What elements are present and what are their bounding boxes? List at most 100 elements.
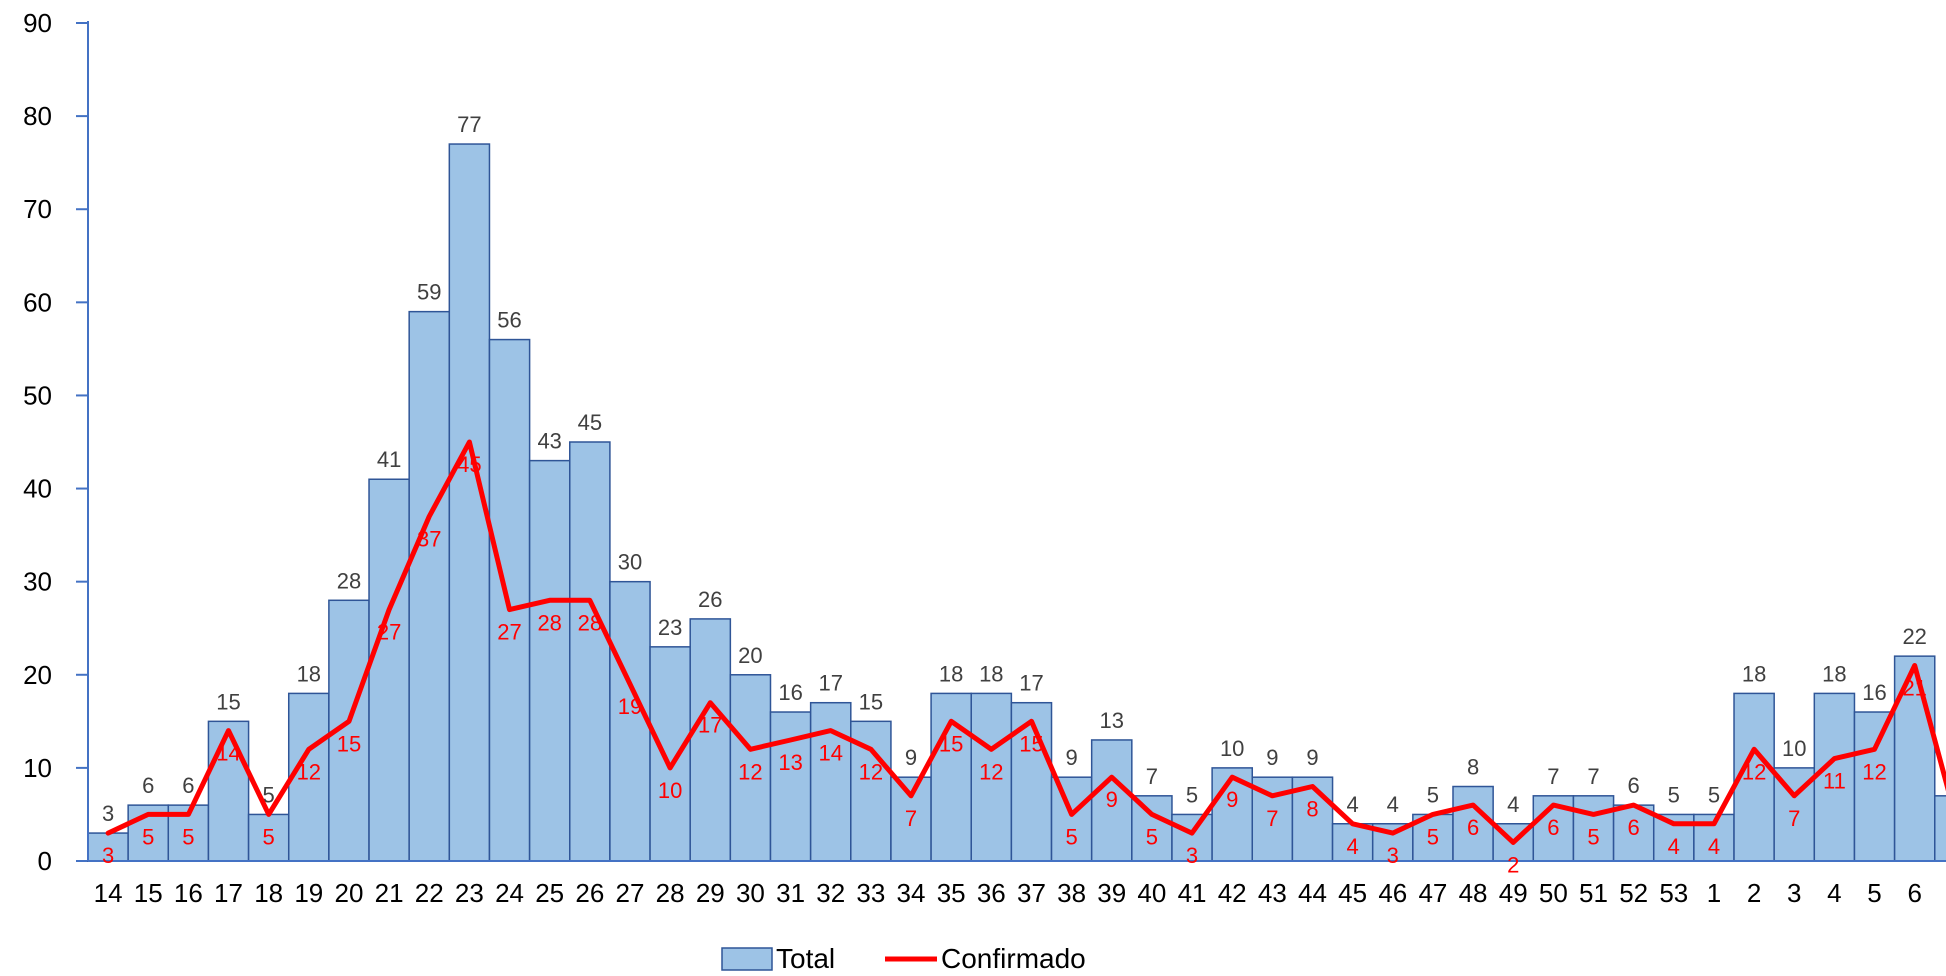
bar-total: [1572, 795, 1615, 862]
bar-total-value-label: 7: [1146, 764, 1158, 789]
bar-total-value-label: 7: [1547, 764, 1559, 789]
x-tick-label: 32: [816, 878, 845, 908]
confirmado-value-label: 3: [1186, 843, 1198, 868]
bar-total-value-label: 6: [142, 773, 154, 798]
bar-total-value-label: 9: [1065, 745, 1077, 770]
legend-total-label: Total: [776, 943, 835, 974]
x-tick-label: 29: [696, 878, 725, 908]
bar-total-value-label: 13: [1100, 708, 1124, 733]
x-tick-label: 34: [897, 878, 926, 908]
bar-total-value-label: 15: [216, 689, 240, 714]
x-tick-label: 15: [134, 878, 163, 908]
confirmado-value-label: 14: [216, 741, 240, 766]
confirmado-value-label: 12: [979, 759, 1003, 784]
bar-total: [1853, 711, 1896, 862]
confirmado-value-label: 45: [457, 452, 481, 477]
confirmado-value-label: 7: [1266, 806, 1278, 831]
x-tick-label: 20: [334, 878, 363, 908]
bar-total: [689, 618, 732, 862]
bar-total: [247, 813, 290, 862]
confirmado-value-label: 15: [1019, 731, 1043, 756]
bar-total-value-label: 9: [905, 745, 917, 770]
bar-total: [649, 646, 691, 862]
confirmado-value-label: 9: [1106, 787, 1118, 812]
legend-total-swatch: [721, 947, 773, 971]
legend-confirmado-label: Confirmado: [941, 943, 1086, 974]
x-tick-label: 2: [1747, 878, 1761, 908]
y-tick-label: 70: [23, 194, 52, 224]
y-tick-label: 90: [23, 8, 52, 38]
bar-total-value-label: 3: [102, 801, 114, 826]
bar-total-value-label: 10: [1782, 736, 1806, 761]
confirmado-value-label: 13: [778, 750, 802, 775]
x-tick-label: 14: [94, 878, 123, 908]
bar-total-value-label: 16: [778, 680, 802, 705]
x-tick-label: 48: [1459, 878, 1488, 908]
confirmado-value-label: 28: [578, 610, 602, 635]
confirmado-value-label: 5: [1587, 824, 1599, 849]
confirmado-value-label: 3: [102, 843, 114, 868]
bar-total-value-label: 6: [182, 773, 194, 798]
bar-total: [207, 720, 250, 862]
bar-total: [1934, 795, 1946, 862]
bar-total-value-label: 16: [1862, 680, 1886, 705]
bar-total: [809, 701, 852, 862]
x-tick-label: 37: [1017, 878, 1046, 908]
x-tick-label: 41: [1178, 878, 1207, 908]
bar-total-value-label: 17: [1019, 671, 1043, 696]
x-tick-label: 44: [1298, 878, 1327, 908]
bar-total-value-label: 5: [263, 782, 275, 807]
bar-total-value-label: 5: [1186, 782, 1198, 807]
x-tick-label: 4: [1827, 878, 1841, 908]
x-tick-label: 53: [1659, 878, 1688, 908]
bar-total-value-label: 10: [1220, 736, 1244, 761]
confirmado-value-label: 15: [939, 731, 963, 756]
bar-total: [528, 459, 571, 862]
confirmado-value-label: 9: [1226, 787, 1238, 812]
confirmado-value-label: 4: [1708, 834, 1720, 859]
bar-total-value-label: 8: [1467, 755, 1479, 780]
bar-total: [1612, 804, 1655, 862]
confirmado-value-label: 37: [417, 526, 441, 551]
bar-total-value-label: 26: [698, 587, 722, 612]
confirmado-value-label: 5: [1427, 824, 1439, 849]
confirmado-value-label: 7: [905, 806, 917, 831]
x-tick-label: 25: [535, 878, 564, 908]
bar-total-value-label: 7: [1587, 764, 1599, 789]
x-tick-label: 38: [1057, 878, 1086, 908]
confirmado-value-label: 14: [818, 741, 842, 766]
confirmado-value-label: 17: [698, 713, 722, 738]
bar-total: [930, 692, 972, 862]
confirmado-value-label: 6: [1467, 815, 1479, 840]
bar-total-value-label: 77: [457, 112, 481, 137]
confirmado-value-label: 5: [182, 824, 194, 849]
confirmado-value-label: 5: [263, 824, 275, 849]
x-tick-label: 26: [575, 878, 604, 908]
y-tick-label: 0: [38, 846, 52, 876]
bar-total-value-label: 56: [497, 308, 521, 333]
bar-total-value-label: 4: [1387, 792, 1399, 817]
confirmado-line: [105, 439, 1946, 845]
confirmado-value-label: 5: [142, 824, 154, 849]
bar-total-value-label: 15: [859, 689, 883, 714]
x-tick-label: 52: [1619, 878, 1648, 908]
confirmado-value-label: 4: [1347, 834, 1359, 859]
x-tick-label: 49: [1499, 878, 1528, 908]
x-tick-label: 39: [1097, 878, 1126, 908]
x-tick-label: 3: [1787, 878, 1801, 908]
axes: [87, 21, 1946, 862]
x-tick-label: 22: [415, 878, 444, 908]
y-tick-label: 50: [23, 380, 52, 410]
y-tick-label: 60: [23, 287, 52, 317]
x-tick-label: 19: [294, 878, 323, 908]
confirmado-value-label: 12: [738, 759, 762, 784]
x-tick-label: 27: [616, 878, 645, 908]
confirmado-value-label: 8: [1306, 797, 1318, 822]
bar-total-value-label: 9: [1306, 745, 1318, 770]
bar-total: [609, 580, 651, 862]
y-tick-label: 40: [23, 474, 52, 504]
confirmado-value-label: 27: [377, 620, 401, 645]
x-tick-label: 50: [1539, 878, 1568, 908]
x-tick-label: 21: [375, 878, 404, 908]
bar-total-value-label: 43: [537, 429, 561, 454]
